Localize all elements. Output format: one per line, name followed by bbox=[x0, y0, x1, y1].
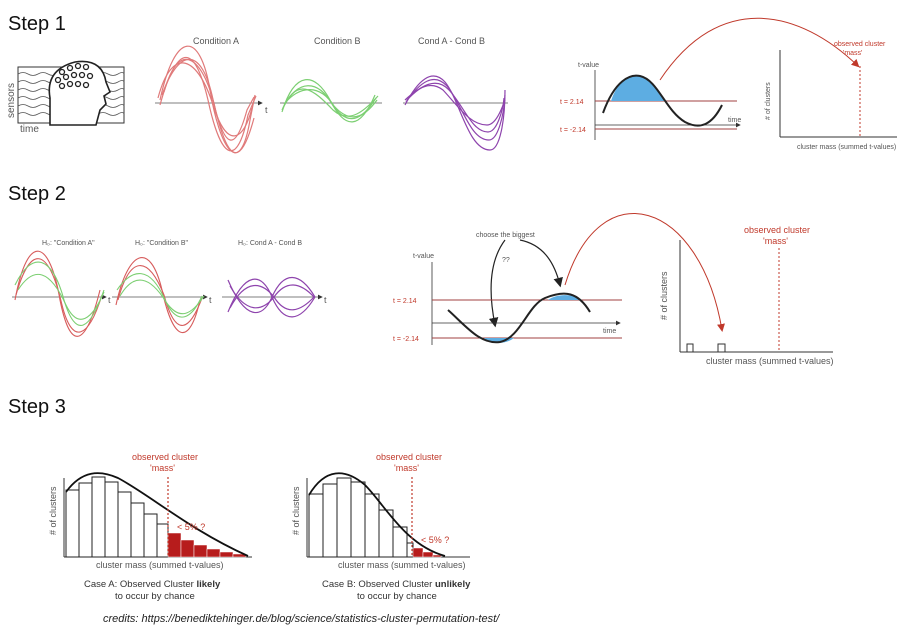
step-1-label: Step 1 bbox=[8, 13, 66, 35]
step1-mapping-arrow bbox=[659, 17, 860, 81]
svg-text:observed cluster: observed cluster bbox=[744, 225, 810, 235]
svg-text:t: t bbox=[324, 295, 327, 305]
svg-text:??: ?? bbox=[502, 257, 510, 264]
step3-case-a-histogram: observed cluster 'mass' < 5% ? # of clus… bbox=[48, 452, 252, 602]
svg-text:t: t bbox=[265, 105, 268, 115]
step2-cluster-histogram: observed cluster 'mass' # of clusters cl… bbox=[659, 225, 834, 366]
step-2-label: Step 2 bbox=[8, 183, 66, 205]
svg-text:t-value: t-value bbox=[413, 253, 434, 260]
svg-text:'mass': 'mass' bbox=[150, 463, 175, 473]
svg-text:time: time bbox=[603, 328, 616, 335]
step-3-label: Step 3 bbox=[8, 396, 66, 418]
svg-text:'mass': 'mass' bbox=[394, 463, 419, 473]
svg-text:t: t bbox=[209, 295, 212, 305]
svg-text:cluster mass (summed t-values): cluster mass (summed t-values) bbox=[96, 560, 224, 570]
step2-mapping-arrow bbox=[564, 212, 725, 332]
svg-text:time: time bbox=[728, 117, 741, 124]
svg-text:H₀: "Condition B": H₀: "Condition B" bbox=[135, 240, 189, 247]
step1-condition-b-plot: Condition B bbox=[280, 36, 382, 123]
difference-title: Cond A - Cond B bbox=[418, 36, 485, 46]
step1-cluster-histogram: observed cluster 'mass' # of clusters cl… bbox=[765, 41, 897, 151]
svg-text:to occur by chance: to occur by chance bbox=[357, 591, 437, 602]
svg-text:Case A: Observed Cluster likel: Case A: Observed Cluster likely bbox=[84, 579, 221, 590]
step2-h0-difference-plot: H₀: Cond A - Cond B t bbox=[222, 240, 327, 318]
svg-text:H₀: "Condition A": H₀: "Condition A" bbox=[42, 240, 95, 247]
svg-text:observed cluster: observed cluster bbox=[132, 452, 198, 462]
svg-text:t-value: t-value bbox=[578, 62, 599, 69]
svg-text:observed cluster: observed cluster bbox=[834, 41, 886, 48]
step1-condition-a-plot: Condition A t bbox=[155, 36, 268, 154]
svg-text:# of clusters: # of clusters bbox=[48, 486, 58, 535]
svg-text:t = -2.14: t = -2.14 bbox=[560, 127, 586, 134]
svg-text:cluster mass (summed t-values): cluster mass (summed t-values) bbox=[797, 144, 896, 151]
step3-case-b-histogram: observed cluster 'mass' < 5% ? # of clus… bbox=[291, 452, 471, 602]
svg-text:choose the biggest: choose the biggest bbox=[476, 232, 535, 239]
step2-h0-condition-b-plot: H₀: "Condition B" t bbox=[112, 240, 212, 334]
svg-text:# of clusters: # of clusters bbox=[291, 486, 301, 535]
svg-text:# of clusters: # of clusters bbox=[765, 82, 772, 120]
step2-tvalue-plot: choose the biggest ?? t-value time t = 2… bbox=[393, 232, 622, 345]
step1-difference-plot: Cond A - Cond B bbox=[403, 36, 508, 151]
time-label: time bbox=[20, 124, 39, 135]
svg-text:cluster mass (summed t-values): cluster mass (summed t-values) bbox=[706, 356, 834, 366]
svg-text:t = 2.14: t = 2.14 bbox=[393, 298, 417, 305]
sensors-label: sensors bbox=[6, 83, 17, 118]
svg-text:# of clusters: # of clusters bbox=[659, 271, 669, 320]
step2-h0-condition-a-plot: H₀: "Condition A" t bbox=[12, 240, 111, 337]
svg-text:< 5% ?: < 5% ? bbox=[177, 522, 205, 532]
svg-text:t = 2.14: t = 2.14 bbox=[560, 99, 584, 106]
svg-text:'mass': 'mass' bbox=[843, 50, 862, 57]
svg-text:t: t bbox=[108, 295, 111, 305]
svg-text:observed cluster: observed cluster bbox=[376, 452, 442, 462]
credits-text: credits: https://benediktehinger.de/blog… bbox=[103, 613, 500, 625]
svg-text:< 5% ?: < 5% ? bbox=[421, 535, 449, 545]
condition-a-title: Condition A bbox=[193, 36, 239, 46]
svg-text:cluster mass (summed t-values): cluster mass (summed t-values) bbox=[338, 560, 466, 570]
svg-text:'mass': 'mass' bbox=[763, 236, 788, 246]
step1-tvalue-plot: t-value time t = 2.14 t = -2.14 bbox=[560, 62, 741, 140]
condition-b-title: Condition B bbox=[314, 36, 361, 46]
eeg-head-illustration: sensors time bbox=[6, 60, 125, 135]
svg-text:t = -2.14: t = -2.14 bbox=[393, 336, 419, 343]
svg-text:Case B: Observed Cluster unlik: Case B: Observed Cluster unlikely bbox=[322, 579, 471, 590]
svg-text:H₀: Cond A - Cond B: H₀: Cond A - Cond B bbox=[238, 240, 302, 247]
svg-text:to occur by chance: to occur by chance bbox=[115, 591, 195, 602]
